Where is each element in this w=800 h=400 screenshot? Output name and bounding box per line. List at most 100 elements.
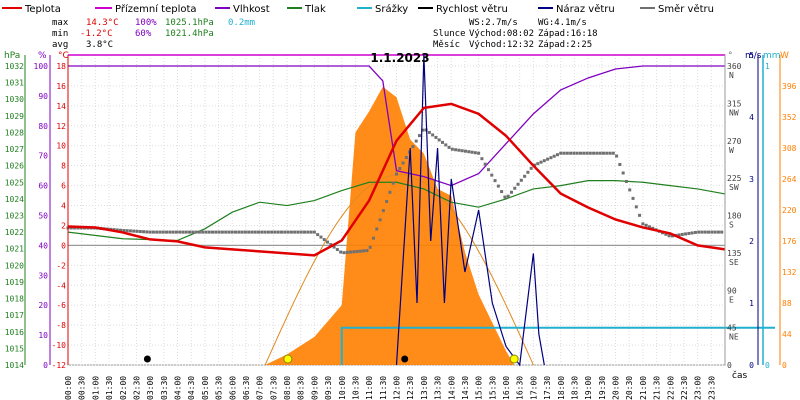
wind-direction-dot: [506, 194, 510, 198]
info-sun-label: Slunce: [433, 29, 466, 39]
info-sunset: Západ:16:18: [538, 29, 598, 39]
wind-direction-dot: [194, 230, 198, 234]
wind-direction-dot: [158, 230, 162, 234]
wind-direction-dot: [634, 205, 638, 209]
rad-tick-label: 176: [782, 237, 797, 246]
wind-direction-dot: [611, 151, 615, 155]
radiation-area: [265, 86, 515, 366]
stats-max-press: 1025.1hPa: [165, 18, 214, 28]
x-tick-label: 15:00: [475, 376, 484, 400]
wind-direction-dot: [201, 230, 205, 234]
temp-tick-label: -10: [52, 341, 67, 350]
dir-tick-compass: NE: [729, 333, 739, 342]
x-tick-label: 21:30: [653, 376, 662, 400]
x-tick-label: 17:00: [529, 376, 538, 400]
wind-direction-dot: [559, 151, 563, 155]
rad-tick-label: 132: [782, 268, 797, 277]
wind-direction-dot: [253, 230, 257, 234]
temp-tick-label: -12: [52, 361, 67, 370]
wind-direction-dot: [440, 140, 444, 144]
wind-direction-dot: [565, 151, 569, 155]
wind-direction-dot: [240, 230, 244, 234]
x-tick-label: 22:00: [666, 376, 675, 400]
wind-direction-dot: [447, 145, 451, 149]
wind-direction-dot: [250, 230, 254, 234]
stats-min-press: 1021.4hPa: [165, 29, 214, 39]
wind-direction-dot: [526, 170, 530, 174]
wind-direction-dot: [217, 230, 221, 234]
wind-direction-dot: [204, 230, 208, 234]
wind-direction-dot: [618, 163, 622, 167]
wind-direction-dot: [490, 173, 494, 177]
press-tick-label: 1025: [5, 178, 24, 187]
press-tick-label: 1024: [5, 195, 24, 204]
wind-direction-dot: [641, 222, 645, 226]
x-tick-label: 18:00: [557, 376, 566, 400]
wind-direction-dot: [703, 230, 707, 234]
wind-direction-dot: [713, 230, 717, 234]
x-tick-label: 05:30: [215, 376, 224, 400]
wind-direction-dot: [450, 147, 454, 151]
temp-tick-label: 8: [61, 162, 66, 171]
chart-title: 1.1.2023: [370, 51, 429, 65]
wind-direction-dot: [529, 166, 533, 170]
wind-direction-dot: [339, 250, 343, 254]
info-block: WS:2.7m/s WG:4.1m/s Slunce Východ:08:02 …: [433, 18, 598, 50]
wind-direction-dot: [628, 188, 632, 192]
wind-direction-dot: [509, 190, 513, 194]
wind-direction-dot: [138, 230, 142, 234]
wind-direction-dot: [273, 230, 277, 234]
wind-direction-dot: [516, 182, 520, 186]
wind-direction-dot: [677, 233, 681, 237]
wind-direction-dot: [437, 138, 441, 142]
wind-direction-dot: [631, 196, 635, 200]
wind-direction-dot: [303, 230, 307, 234]
humidity-line: [68, 65, 725, 187]
wind-direction-dot: [270, 230, 274, 234]
wind-direction-dot: [605, 151, 609, 155]
x-tick-label: 07:30: [269, 376, 278, 400]
wind-direction-dot: [670, 234, 674, 238]
press-tick-label: 1014: [5, 361, 24, 370]
stats-max-label: max: [52, 18, 69, 28]
wind-direction-dot: [280, 230, 284, 234]
dir-unit: °: [728, 51, 733, 61]
hum-tick-label: 100: [34, 62, 49, 71]
wind-direction-dot: [710, 230, 714, 234]
temp-tick-label: 12: [56, 122, 66, 131]
wind-direction-dot: [168, 230, 172, 234]
x-tick-label: 00:30: [78, 376, 87, 400]
x-tick-label: 12:00: [393, 376, 402, 400]
hum-tick-label: 90: [38, 92, 48, 101]
press-tick-label: 1021: [5, 245, 24, 254]
wind-direction-dot: [266, 230, 270, 234]
wind-direction-dot: [697, 230, 701, 234]
wind-direction-dot: [414, 139, 418, 143]
press-tick-label: 1028: [5, 128, 24, 137]
wind-direction-dot: [667, 234, 671, 238]
info-moonset: Západ:2:25: [538, 40, 592, 50]
wind-direction-dot: [161, 230, 165, 234]
press-tick-label: 1022: [5, 228, 24, 237]
hum-tick-label: 40: [38, 241, 48, 250]
wind-direction-dot: [569, 151, 573, 155]
press-tick-label: 1031: [5, 79, 24, 88]
wind-direction-dot: [381, 209, 385, 213]
time-label: čas: [732, 370, 747, 381]
wind-direction-dot: [352, 250, 356, 254]
wind-direction-dot: [690, 231, 694, 235]
rad-tick-label: 44: [782, 330, 792, 339]
wind-direction-dot: [513, 186, 517, 190]
wind-direction-dot: [575, 151, 579, 155]
wind-direction-dot: [263, 230, 267, 234]
wind-direction-dot: [483, 162, 487, 166]
dir-tick-compass: W: [729, 146, 734, 155]
wind-direction-dot: [473, 151, 477, 155]
x-tick-label: 07:00: [256, 376, 265, 400]
x-tick-label: 05:00: [201, 376, 210, 400]
x-tick-label: 13:30: [434, 376, 443, 400]
wind-direction-dot: [247, 230, 251, 234]
wind-direction-dot: [145, 230, 149, 234]
wind-direction-dot: [155, 230, 159, 234]
